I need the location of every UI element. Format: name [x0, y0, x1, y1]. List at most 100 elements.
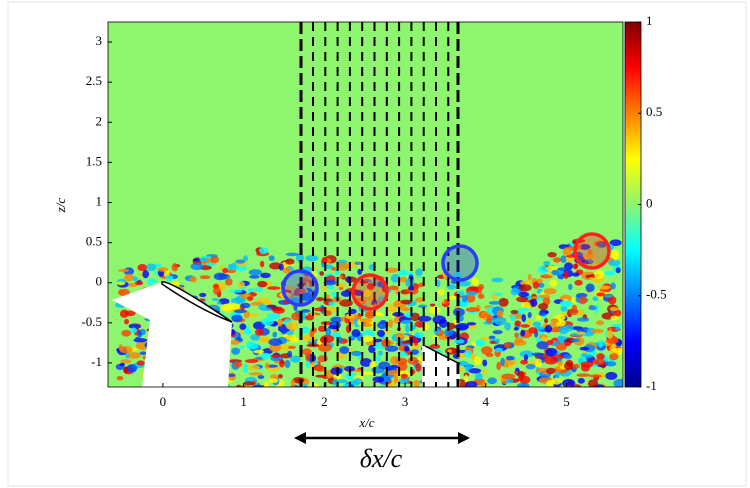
field-blob: [541, 336, 548, 342]
field-blob: [320, 321, 333, 326]
field-blob: [543, 260, 551, 266]
field-blob: [260, 272, 271, 279]
field-blob: [268, 255, 275, 262]
field-blob: [305, 314, 315, 321]
field-blob: [390, 273, 401, 283]
field-blob: [531, 352, 544, 357]
field-blob: [261, 317, 275, 326]
field-blob: [212, 286, 221, 295]
field-blob: [605, 337, 619, 344]
field-blob: [615, 326, 621, 331]
field-blob: [520, 359, 529, 365]
field-blob: [291, 312, 301, 321]
field-blob: [269, 262, 282, 270]
field-blob: [429, 343, 441, 350]
field-blob: [411, 324, 417, 330]
field-blob: [251, 384, 264, 387]
field-blob: [494, 316, 507, 326]
field-blob: [596, 292, 606, 297]
field-blob: [464, 374, 469, 383]
field-blob: [407, 356, 419, 365]
field-blob: [415, 268, 423, 276]
field-blob: [503, 342, 512, 349]
field-blob: [199, 292, 207, 298]
field-blob: [444, 328, 454, 337]
field-blob: [505, 355, 515, 361]
field-blob: [482, 369, 487, 374]
field-blob: [557, 360, 563, 366]
field-blob: [401, 340, 413, 344]
field-blob: [613, 378, 623, 387]
field-blob: [540, 291, 545, 296]
field-blob: [400, 373, 408, 379]
field-blob: [538, 303, 549, 310]
field-blob: [477, 285, 483, 295]
field-blob: [249, 372, 263, 376]
field-blob: [378, 361, 391, 370]
field-blob: [514, 320, 522, 327]
field-blob: [400, 299, 413, 305]
field-blob: [387, 370, 400, 376]
y-tick-label: -0.5: [81, 314, 102, 329]
field-blob: [235, 384, 242, 387]
field-blob: [171, 263, 179, 272]
field-blob: [258, 247, 269, 255]
field-blob: [278, 344, 293, 351]
vortex-marker: [351, 273, 389, 311]
field-blob: [576, 373, 591, 377]
plot-area: [108, 22, 623, 387]
field-blob: [118, 288, 130, 297]
field-blob: [357, 268, 363, 275]
field-blob: [313, 307, 327, 312]
x-tick-label: 5: [563, 394, 570, 409]
field-blob: [211, 298, 219, 302]
field-blob: [530, 298, 538, 307]
field-blob: [603, 270, 616, 276]
field-blob: [354, 261, 363, 265]
field-blob: [287, 350, 293, 358]
field-blob: [376, 313, 385, 317]
field-blob: [315, 365, 326, 372]
field-blob: [513, 327, 519, 331]
field-blob: [192, 258, 200, 262]
field-blob: [562, 378, 576, 387]
field-blob: [247, 342, 259, 350]
field-blob: [482, 359, 488, 367]
field-blob: [259, 260, 265, 268]
field-blob: [399, 276, 408, 283]
field-blob: [120, 359, 132, 364]
field-blob: [369, 361, 376, 369]
field-blob: [130, 327, 138, 334]
field-blob: [528, 327, 538, 334]
colorbar-tick-label: 0: [646, 195, 653, 210]
field-blob: [587, 258, 593, 263]
field-blob: [608, 296, 617, 305]
airfoil-2: [424, 345, 461, 365]
field-blob: [338, 275, 344, 279]
field-blob: [545, 367, 556, 375]
field-blob: [319, 271, 325, 276]
field-blob: [321, 256, 328, 264]
field-blob: [331, 332, 341, 339]
field-blob: [233, 309, 247, 314]
field-blob: [598, 339, 603, 348]
delta-annotation: δx/c: [360, 444, 403, 473]
field-blob: [509, 314, 516, 322]
field-blob: [156, 267, 169, 272]
field-blob: [257, 375, 265, 380]
field-blob: [475, 339, 485, 347]
field-blob: [229, 289, 243, 293]
field-blob: [288, 345, 296, 349]
field-blob: [263, 381, 269, 387]
field-blob: [549, 279, 558, 287]
field-blob: [119, 309, 129, 318]
field-blob: [538, 312, 547, 317]
field-blob: [520, 329, 526, 337]
field-blob: [543, 288, 557, 295]
field-blob: [328, 301, 336, 306]
field-blob: [123, 366, 129, 374]
field-blob: [521, 313, 527, 323]
field-blob: [336, 262, 350, 271]
field-blob: [583, 254, 595, 260]
field-blob: [461, 294, 468, 303]
